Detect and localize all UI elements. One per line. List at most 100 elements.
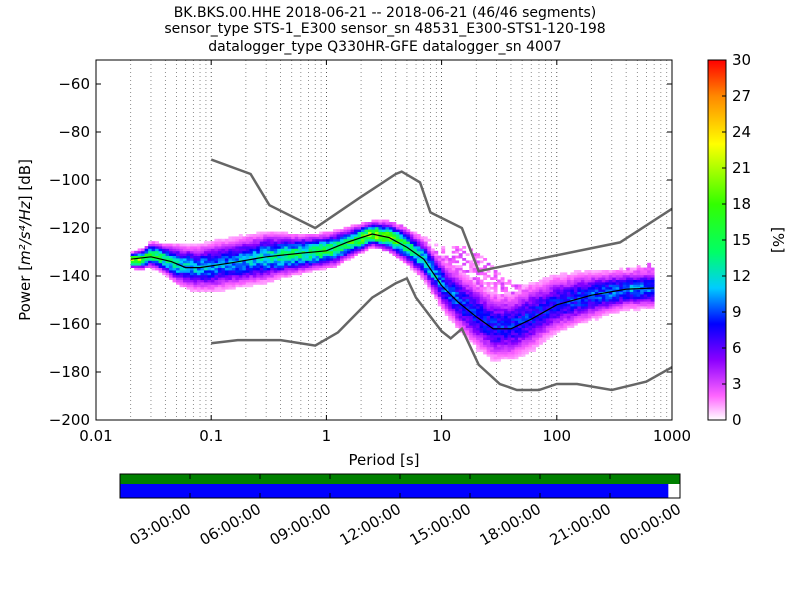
x-tick-label: 0.1	[199, 427, 223, 445]
density-cell	[347, 258, 351, 261]
density-cell	[350, 255, 355, 259]
density-cell	[207, 255, 212, 259]
density-cell	[556, 291, 561, 295]
density-cell	[493, 332, 498, 336]
density-cell	[196, 248, 201, 252]
density-cell	[270, 250, 275, 254]
density-cell	[504, 342, 508, 345]
density-cell	[528, 284, 533, 288]
density-cell	[570, 322, 575, 326]
density-cell	[573, 303, 578, 307]
density-cell	[130, 250, 135, 254]
density-cell	[580, 274, 585, 278]
density-cell	[221, 284, 226, 288]
density-cell	[483, 351, 488, 355]
density-cell	[148, 260, 153, 264]
density-cell	[162, 255, 166, 259]
density-cell	[434, 265, 439, 268]
density-cell	[186, 255, 191, 259]
density-cell	[416, 265, 421, 268]
density-cell	[134, 262, 139, 266]
density-cell	[179, 246, 184, 249]
density-cell	[500, 279, 505, 283]
density-cell	[238, 279, 243, 283]
density-cell	[137, 267, 142, 271]
title-line-3: datalogger_type Q330HR-GFE datalogger_sn…	[208, 39, 561, 55]
density-cell	[423, 267, 428, 271]
density-cell	[650, 289, 655, 292]
density-cell	[301, 267, 306, 271]
density-cell	[176, 279, 180, 283]
density-cell	[518, 296, 522, 300]
density-cell	[298, 258, 303, 261]
density-cell	[416, 262, 421, 266]
density-cell	[444, 260, 449, 264]
density-cell	[203, 253, 208, 256]
density-cell	[647, 306, 652, 309]
density-cell	[273, 250, 278, 254]
density-cell	[301, 262, 306, 266]
density-cell	[347, 238, 351, 242]
density-cell	[525, 310, 529, 314]
density-cell	[521, 286, 526, 290]
density-cell	[493, 291, 498, 295]
density-cell	[249, 262, 254, 266]
density-cell	[598, 298, 603, 302]
density-cell	[472, 303, 477, 307]
density-cell	[347, 253, 351, 256]
density-cell	[549, 274, 554, 278]
density-cell	[483, 291, 488, 295]
density-cell	[305, 236, 310, 240]
density-cell	[455, 298, 460, 302]
density-cell	[214, 282, 219, 285]
density-cell	[196, 270, 201, 273]
density-cell	[158, 246, 163, 249]
density-cell	[570, 272, 575, 276]
density-cell	[647, 277, 652, 280]
density-cell	[210, 279, 215, 283]
density-cell	[235, 274, 240, 278]
density-cell	[444, 267, 449, 271]
density-cell	[532, 332, 536, 336]
density-cell	[500, 306, 505, 309]
density-cell	[336, 243, 341, 247]
density-cell	[490, 310, 495, 314]
density-cell	[462, 296, 467, 300]
density-cell	[162, 250, 166, 254]
density-cell	[549, 303, 554, 307]
density-cell	[333, 248, 337, 252]
density-cell	[322, 265, 327, 268]
density-cell	[399, 255, 404, 259]
density-cell	[573, 301, 578, 304]
density-cell	[238, 265, 243, 268]
density-cell	[566, 301, 571, 304]
density-cell	[549, 289, 554, 292]
density-cell	[556, 298, 561, 302]
new-high-noise-model-line	[210, 158, 672, 273]
density-cell	[155, 241, 159, 244]
density-cell	[584, 303, 589, 307]
density-cell	[500, 294, 505, 297]
density-cell	[504, 301, 508, 304]
density-cell	[395, 238, 400, 242]
density-cell	[374, 219, 379, 223]
density-cell	[525, 301, 529, 304]
density-cell	[277, 243, 282, 247]
density-cell	[532, 306, 536, 309]
density-cell	[210, 250, 215, 254]
density-cell	[266, 246, 271, 249]
density-cell	[528, 296, 533, 300]
density-cell	[528, 330, 533, 333]
density-cell	[626, 301, 631, 304]
density-cell	[444, 298, 449, 302]
density-cell	[577, 298, 582, 302]
density-cell	[259, 248, 264, 252]
density-cell	[420, 253, 425, 256]
density-cell	[207, 282, 212, 285]
density-cell	[532, 344, 536, 348]
density-cell	[563, 284, 568, 288]
density-cell	[406, 250, 411, 254]
density-cell	[612, 277, 617, 280]
density-cell	[601, 274, 606, 278]
density-cell	[518, 327, 522, 331]
